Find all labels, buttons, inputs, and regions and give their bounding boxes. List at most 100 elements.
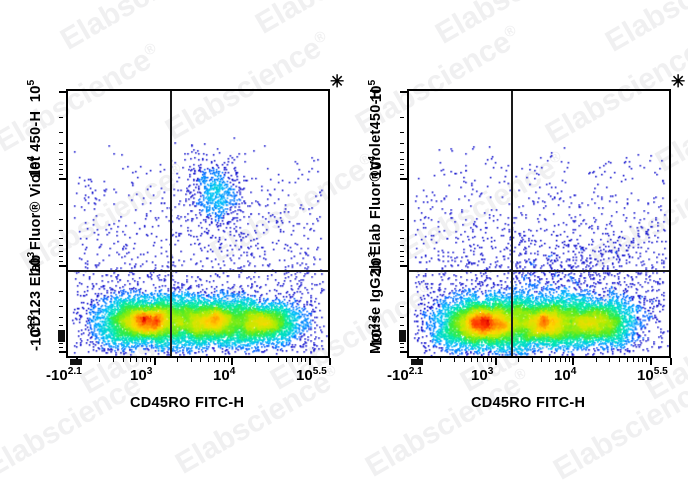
y-axis-minor-tick bbox=[59, 143, 63, 145]
scatter-canvas-cd123 bbox=[68, 91, 328, 356]
x-axis-major-tick bbox=[153, 358, 156, 365]
x-axis-minor-tick bbox=[301, 358, 303, 362]
x-axis-minor-tick bbox=[214, 358, 216, 362]
y-axis-title: Mouse IgG2b Elab Fluor®Violet450-H bbox=[368, 88, 384, 354]
y-axis-minor-tick bbox=[400, 305, 404, 307]
y-axis-minor-tick bbox=[400, 117, 404, 119]
x-axis-minor-tick bbox=[482, 358, 484, 362]
x-axis-minor-tick bbox=[296, 358, 298, 362]
y-axis-minor-tick bbox=[59, 256, 63, 258]
x-axis-minor-tick bbox=[595, 358, 597, 362]
y-axis-minor-tick bbox=[59, 151, 63, 153]
x-axis-minor-tick bbox=[440, 358, 442, 362]
quadrant-gate-vertical[interactable] bbox=[169, 91, 172, 356]
y-axis-minor-tick bbox=[400, 238, 404, 240]
x-axis-minor-tick bbox=[99, 358, 101, 362]
x-axis-minor-tick bbox=[454, 358, 456, 362]
y-axis-minor-tick bbox=[59, 169, 63, 171]
y-axis-minor-tick bbox=[400, 251, 404, 253]
y-axis-minor-tick bbox=[400, 290, 404, 292]
x-axis-minor-tick bbox=[223, 358, 225, 362]
x-tick-label-2: 104 bbox=[213, 366, 236, 384]
x-axis-minor-tick bbox=[141, 358, 143, 362]
x-axis-minor-tick bbox=[146, 358, 148, 362]
y-axis-minor-tick bbox=[400, 151, 404, 153]
y-axis-major-tick bbox=[400, 91, 407, 93]
x-tick-label-1: 103 bbox=[130, 366, 153, 384]
plot-panel-isotype: ✳ -102.1 103 104 105.5 105 104 103 -102.… bbox=[344, 0, 688, 490]
y-axis-minor-tick bbox=[400, 143, 404, 145]
asterisk-marker: ✳ bbox=[330, 72, 345, 91]
y-axis-minor-tick bbox=[59, 305, 63, 307]
y-axis-minor-tick bbox=[59, 325, 63, 327]
y-axis-title: CD123 Elab Fluor® Violet 450-H bbox=[28, 110, 44, 338]
y-axis-major-tick bbox=[59, 91, 66, 93]
y-axis-minor-tick bbox=[400, 342, 404, 344]
x-axis-minor-tick bbox=[268, 358, 270, 362]
y-axis-minor-tick bbox=[59, 316, 63, 318]
x-axis-minor-tick bbox=[626, 358, 628, 362]
x-axis-minor-tick bbox=[291, 358, 293, 362]
y-axis-major-tick bbox=[59, 264, 66, 267]
x-axis-negative-stub bbox=[70, 359, 82, 365]
quadrant-gate-horizontal[interactable] bbox=[409, 269, 669, 272]
y-axis-minor-tick bbox=[400, 347, 404, 349]
x-axis-minor-tick bbox=[227, 358, 229, 362]
x-axis-minor-tick bbox=[491, 358, 493, 362]
y-axis-minor-tick bbox=[59, 132, 63, 134]
asterisk-marker: ✳ bbox=[671, 72, 686, 91]
plot-area-isotype bbox=[407, 89, 671, 358]
x-axis-minor-tick bbox=[568, 358, 570, 362]
x-axis-minor-tick bbox=[278, 358, 280, 362]
y-axis-minor-tick bbox=[59, 230, 63, 232]
x-axis-minor-tick bbox=[646, 358, 648, 362]
y-axis-minor-tick bbox=[400, 219, 404, 221]
y-axis-major-tick bbox=[59, 177, 66, 180]
x-axis-minor-tick bbox=[531, 358, 533, 362]
x-axis-minor-tick bbox=[555, 358, 557, 362]
x-axis-major-tick bbox=[494, 358, 497, 365]
x-axis-minor-tick bbox=[200, 358, 202, 362]
x-axis-major-tick bbox=[308, 358, 311, 365]
x-axis-minor-tick bbox=[619, 358, 621, 362]
y-axis-minor-tick bbox=[59, 173, 63, 175]
x-axis-minor-tick bbox=[219, 358, 221, 362]
quadrant-gate-vertical[interactable] bbox=[510, 91, 513, 356]
y-axis-minor-tick bbox=[400, 256, 404, 258]
quadrant-gate-horizontal[interactable] bbox=[68, 269, 328, 272]
x-tick-label-0: -102.1 bbox=[46, 366, 82, 384]
x-axis-minor-tick bbox=[113, 358, 115, 362]
y-axis-minor-tick bbox=[400, 316, 404, 318]
y-axis-minor-tick bbox=[59, 251, 63, 253]
y-axis-minor-tick bbox=[59, 260, 63, 262]
y-axis-major-tick bbox=[59, 351, 66, 354]
y-axis-minor-tick bbox=[59, 164, 63, 166]
y-axis-major-tick bbox=[400, 351, 407, 354]
x-axis-major-tick bbox=[670, 358, 672, 365]
y-axis-major-tick bbox=[400, 177, 407, 180]
y-axis-minor-tick bbox=[400, 325, 404, 327]
y-axis-minor-tick bbox=[400, 203, 404, 205]
x-axis-major-tick bbox=[231, 358, 234, 365]
x-axis-minor-tick bbox=[632, 358, 634, 362]
y-axis-minor-tick bbox=[400, 169, 404, 171]
y-axis-minor-tick bbox=[59, 219, 63, 221]
x-axis-minor-tick bbox=[285, 358, 287, 362]
y-axis-minor-tick bbox=[59, 203, 63, 205]
x-axis-minor-tick bbox=[560, 358, 562, 362]
x-tick-label-3: 105.5 bbox=[637, 366, 668, 384]
y-axis-minor-tick bbox=[400, 230, 404, 232]
y-axis-minor-tick bbox=[400, 164, 404, 166]
y-axis-minor-tick bbox=[400, 260, 404, 262]
plot-panel-cd123: ✳ -102.1 103 104 105.5 105 104 103 -102.… bbox=[26, 72, 345, 411]
y-axis-minor-tick bbox=[59, 117, 63, 119]
x-axis-minor-tick bbox=[637, 358, 639, 362]
x-axis-minor-tick bbox=[254, 358, 256, 362]
x-axis-minor-tick bbox=[136, 358, 138, 362]
x-axis-negative-stub bbox=[411, 359, 423, 365]
y-axis-minor-tick bbox=[59, 342, 63, 344]
x-axis-minor-tick bbox=[122, 358, 124, 362]
x-axis-major-tick bbox=[329, 358, 331, 365]
y-axis-minor-tick bbox=[400, 173, 404, 175]
